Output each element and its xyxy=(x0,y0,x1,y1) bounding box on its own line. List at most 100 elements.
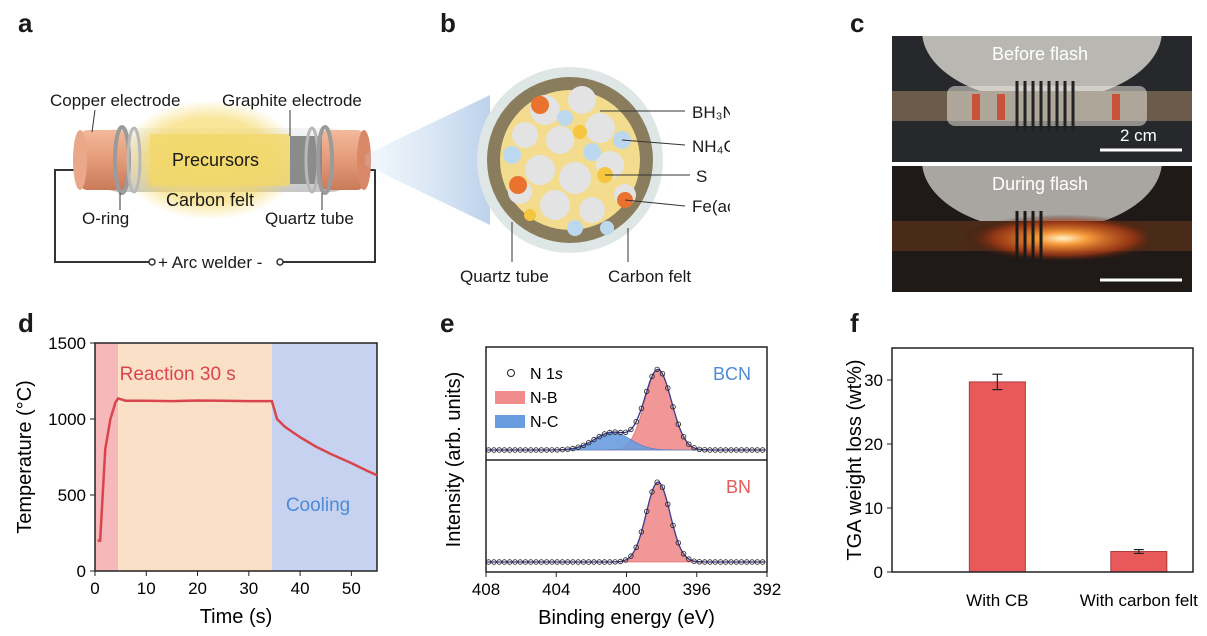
bcn-data-point xyxy=(528,447,534,453)
bn-data-point xyxy=(564,559,571,565)
x-tick-label: 408 xyxy=(472,580,500,599)
bn-data-point xyxy=(591,559,597,565)
x-tick-label: 20 xyxy=(188,579,207,598)
bar-1 xyxy=(1110,551,1168,573)
y-tick-label: 0 xyxy=(874,563,883,582)
bcn-data-point xyxy=(691,445,697,451)
legend-swatch-nb xyxy=(495,391,525,404)
x-tick-label: 400 xyxy=(612,580,640,599)
bcn-data-point xyxy=(591,436,597,443)
bcn-data-point xyxy=(538,447,544,453)
zoom-beam xyxy=(365,95,490,225)
bcn-data-point xyxy=(575,444,581,450)
bcn-data-point xyxy=(675,421,681,427)
bcn-data-point xyxy=(707,447,713,453)
bn-data-point xyxy=(617,558,624,565)
bn-data-point xyxy=(501,559,508,565)
bcn-data-point xyxy=(491,447,497,453)
bcn-data-point xyxy=(622,429,629,435)
x-tick-label: 0 xyxy=(90,579,99,598)
bar-0 xyxy=(968,381,1026,573)
y-axis-label: TGA weight loss (wt%) xyxy=(844,359,866,560)
bn-data-point xyxy=(596,559,602,565)
panel-e-chart: BCN BN 408 404 400 396 392 Binding energy (eV) I… xyxy=(443,346,781,629)
particles xyxy=(503,86,636,236)
legend-bh3nh3: BH₃NH₃ xyxy=(692,103,730,122)
legend-label-nc: N-C xyxy=(530,414,558,431)
x-tick-label: 50 xyxy=(342,579,361,598)
bcn-data-point xyxy=(696,446,703,452)
bn-data-point xyxy=(549,559,555,565)
x-axis-label: Time (s) xyxy=(200,606,273,628)
region-2 xyxy=(271,343,377,571)
y-tick-label: 20 xyxy=(864,435,883,454)
bcn-data-point xyxy=(702,447,708,453)
bcn-data-point xyxy=(601,431,608,437)
bcn-data-point xyxy=(617,429,624,436)
bn-data-point xyxy=(707,559,713,565)
panel-b-cross-section: BH₃NH₃ NH₄Cl S Fe(acac)₃ Quartz tube Car… xyxy=(365,67,730,286)
o-ring-label: O-ring xyxy=(82,209,129,228)
bn-data-point xyxy=(585,559,592,565)
panel-a-schematic: Copper electrode Graphite electrode Prec… xyxy=(50,91,376,272)
bcn-data-point xyxy=(512,447,518,453)
bcn-data-point xyxy=(670,404,676,410)
subplot-label-bn: BN xyxy=(726,477,751,497)
bcn-data-point xyxy=(501,447,508,453)
photo-during-flash: During flash xyxy=(892,166,1192,292)
bn-data-point xyxy=(533,559,539,565)
bn-fit-line xyxy=(486,481,766,563)
bn-data-point xyxy=(512,559,518,565)
bcn-data-point xyxy=(585,439,592,446)
annotation-cooling: Cooling xyxy=(286,495,350,516)
bcn-data-point xyxy=(496,447,502,453)
carbon-felt-bottom-label: Carbon felt xyxy=(608,267,691,286)
y-axis-label: Intensity (arb. units) xyxy=(443,372,465,548)
panel-label-c: c xyxy=(850,8,865,38)
bn-data-point xyxy=(686,556,692,562)
x-tick-label: 392 xyxy=(753,580,781,599)
bn-data-point xyxy=(654,479,660,485)
bcn-data-point xyxy=(638,405,645,411)
bcn-data-point xyxy=(686,441,692,447)
bn-data-point xyxy=(528,559,534,565)
bn-data-point xyxy=(659,484,666,490)
bn-data-point xyxy=(712,559,718,565)
bn-data-point xyxy=(622,557,629,563)
bn-data-point xyxy=(554,559,560,565)
x-axis-label: Binding energy (eV) xyxy=(538,607,715,629)
region-0 xyxy=(95,343,119,571)
bcn-data-point xyxy=(522,447,529,453)
panel-label-d: d xyxy=(18,308,34,338)
bn-data-point xyxy=(612,559,618,565)
bcn-data-point xyxy=(659,371,666,377)
precursors-label: Precursors xyxy=(172,150,259,170)
bcn-data-point xyxy=(570,445,576,452)
bcn-data-point xyxy=(559,446,566,453)
bn-data-point xyxy=(728,559,734,565)
bcn-data-point xyxy=(744,447,750,453)
y-axis-label: Temperature (°C) xyxy=(14,380,36,534)
bcn-data-point xyxy=(580,442,587,448)
y-tick-label: 500 xyxy=(58,486,86,505)
bn-data-point xyxy=(665,501,671,507)
bn-data-point xyxy=(670,522,676,529)
bn-data-point xyxy=(543,559,550,565)
bn-data-point xyxy=(643,508,650,515)
bcn-data-point xyxy=(717,447,724,453)
bn-data-point xyxy=(559,559,566,565)
bcn-data-point xyxy=(754,447,760,453)
panel-label-a: a xyxy=(18,8,33,38)
bcn-data-point xyxy=(628,426,634,433)
y-tick-label: 30 xyxy=(864,371,883,390)
bn-data-point xyxy=(517,559,523,565)
bcn-data-point xyxy=(654,366,660,373)
bn-data-point xyxy=(744,559,750,565)
y-tick-label: 10 xyxy=(864,499,883,518)
bn-data-point xyxy=(717,559,724,565)
o-ring-left-2 xyxy=(126,126,142,194)
bn-data-point xyxy=(702,559,708,565)
bn-data-point xyxy=(649,489,655,495)
region-1 xyxy=(118,343,272,571)
